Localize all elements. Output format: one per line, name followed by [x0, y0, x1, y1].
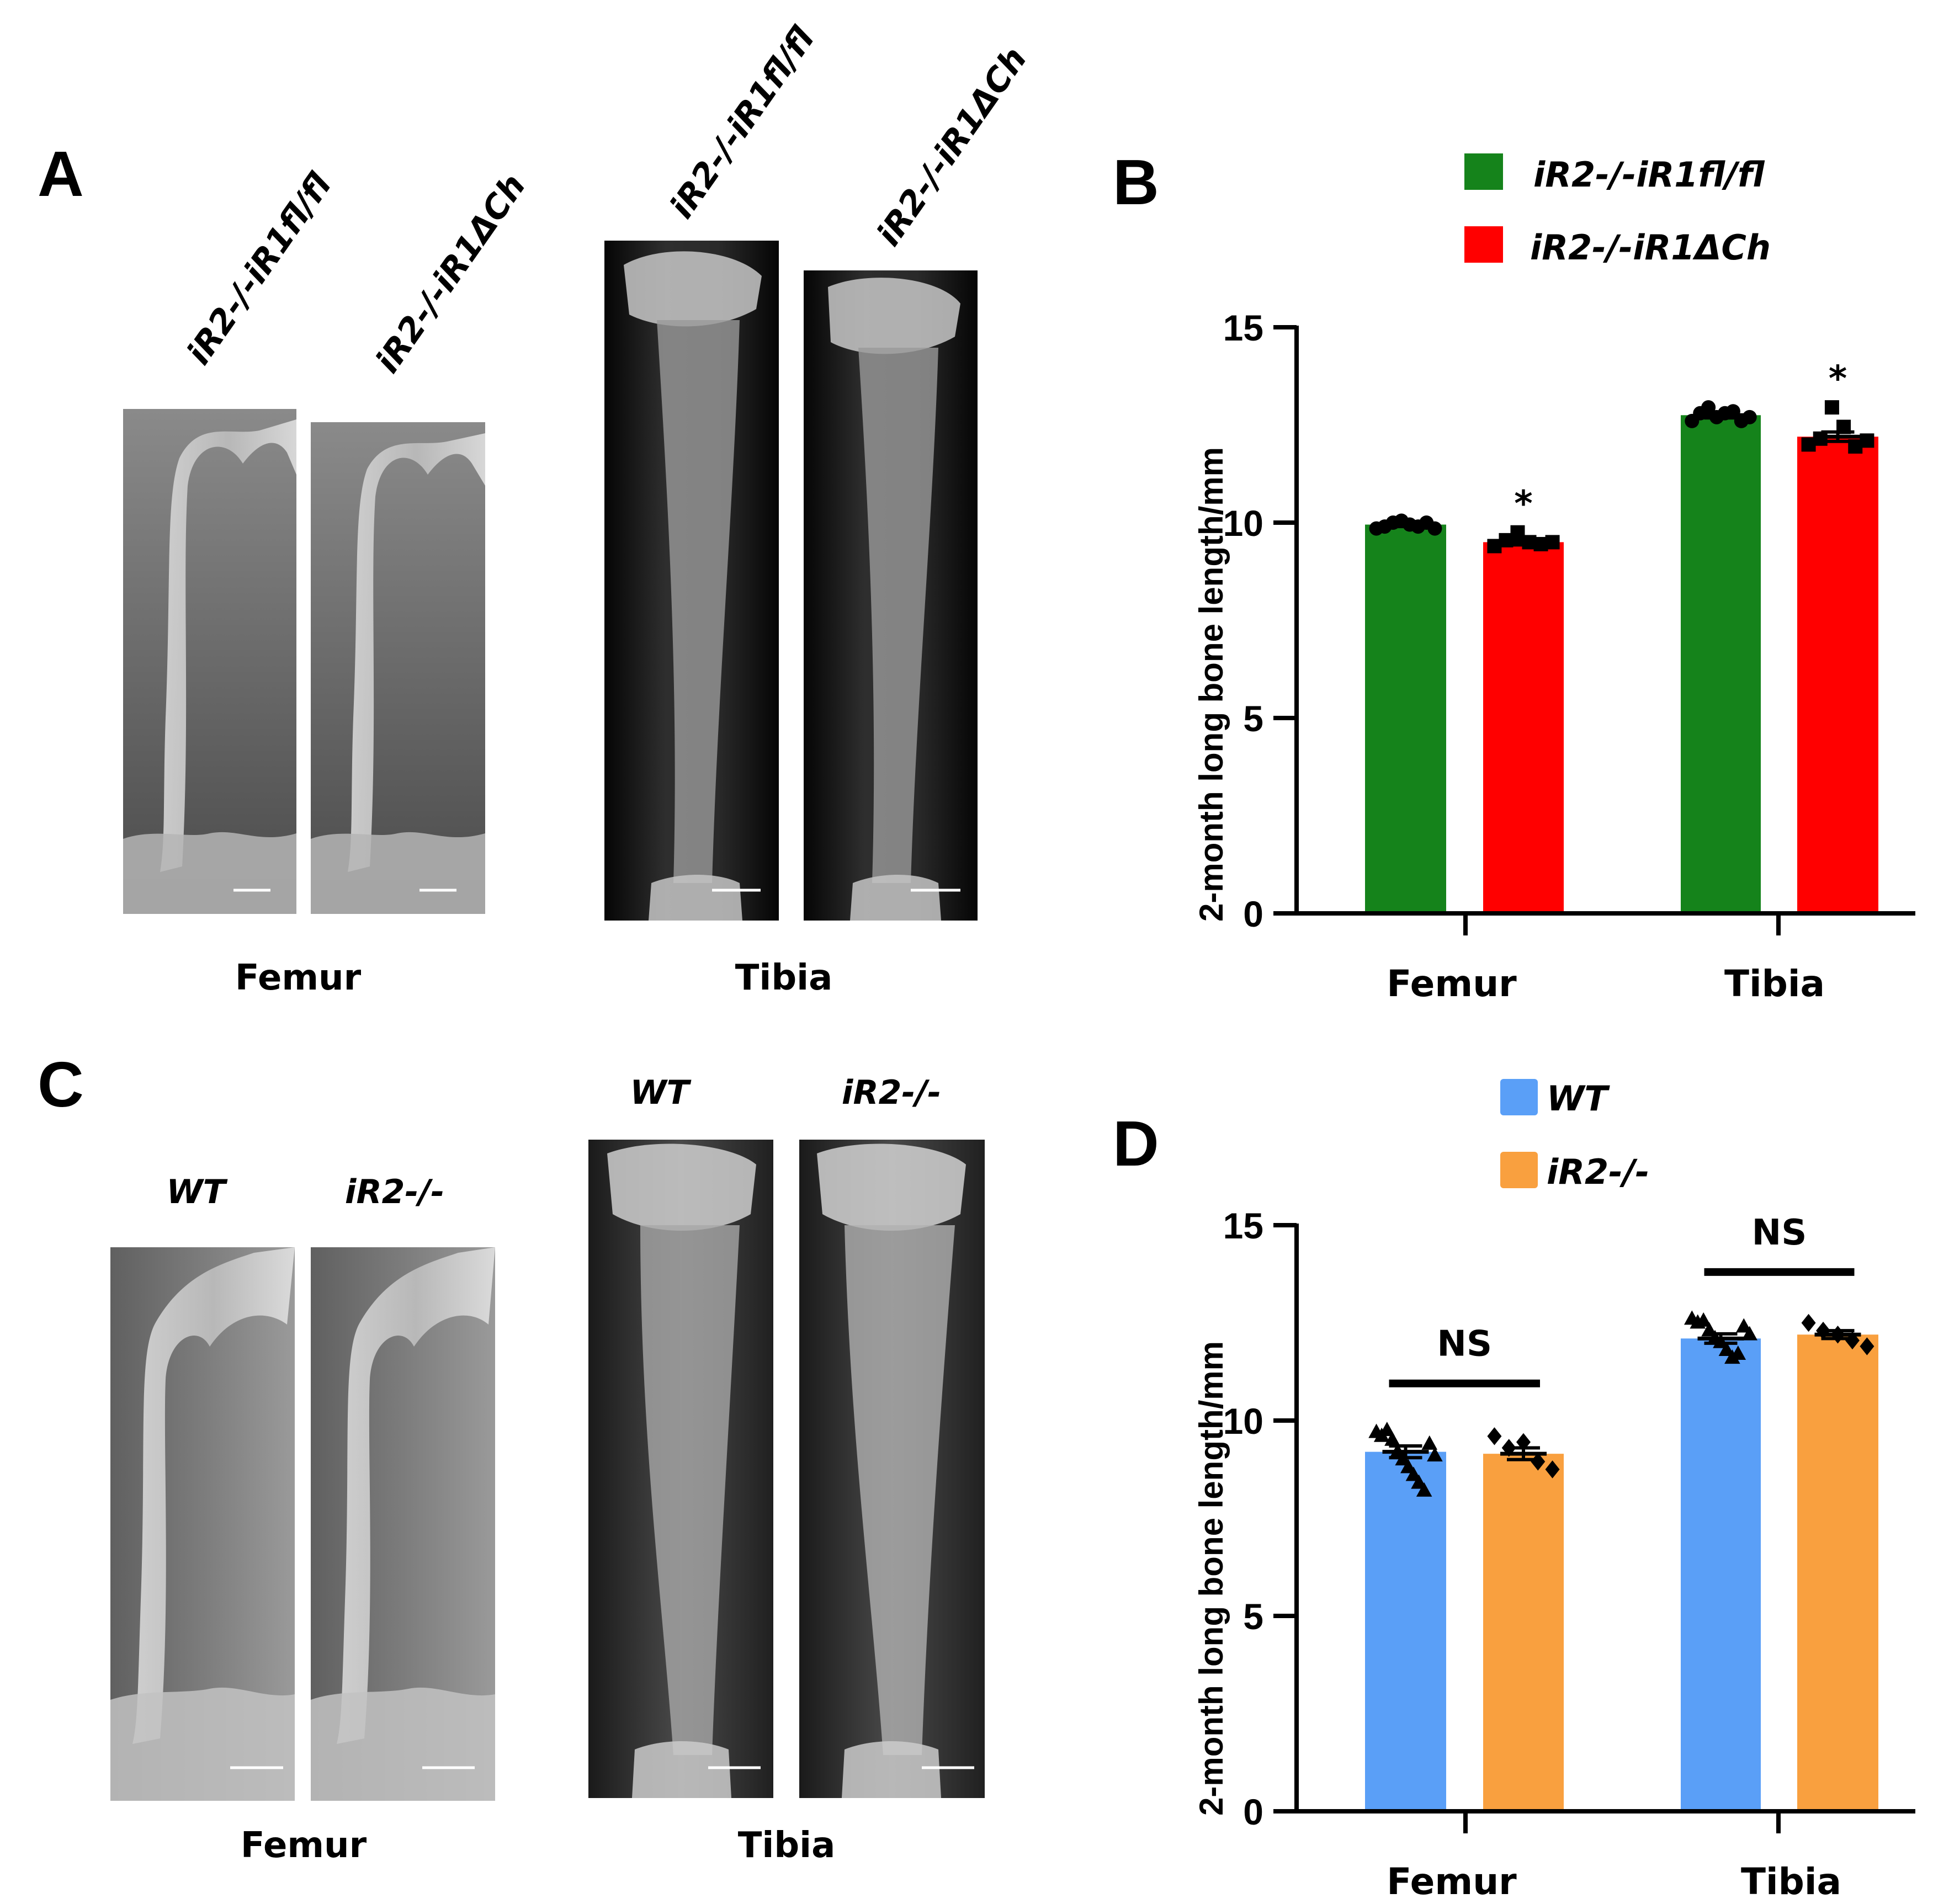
- data-point: [1695, 1312, 1712, 1327]
- genotype-label: iR2-/-iR1fl/fl: [662, 20, 822, 226]
- significance-label: NS: [1752, 1212, 1807, 1253]
- data-point: [1742, 409, 1757, 424]
- bone-label-tibia: Tibia: [735, 958, 833, 998]
- bar: [1681, 415, 1761, 913]
- xray-femur-image: [311, 422, 485, 914]
- y-tick-label: 0: [1243, 894, 1263, 934]
- chart-legend: iR2-/-iR1fl/fl iR2-/-iR1ΔCh: [1464, 153, 1771, 268]
- data-point: [1860, 433, 1874, 448]
- legend-swatch: [1464, 153, 1503, 190]
- y-tick-label: 15: [1223, 1205, 1263, 1246]
- panel-label-c: C: [38, 1049, 84, 1120]
- genotype-label: iR2-/-iR1ΔCh: [368, 167, 533, 380]
- legend-swatch: [1500, 1079, 1538, 1115]
- legend-label: iR2-/-iR1fl/fl: [1533, 155, 1765, 195]
- x-tick-label: Femur: [1387, 1860, 1517, 1903]
- data-point: [1427, 521, 1442, 536]
- bar: [1681, 1338, 1761, 1811]
- significance-star: *: [1514, 484, 1532, 525]
- panel-label-b: B: [1113, 146, 1159, 218]
- bar: [1797, 1334, 1878, 1811]
- xray-femur-image: [123, 409, 296, 914]
- data-point: [1735, 1318, 1752, 1333]
- bar-chart-d: WT iR2-/- 2-month long bone length/mm 0 5…: [1193, 1078, 1915, 1903]
- legend-swatch: [1500, 1152, 1538, 1188]
- genotype-label: WT: [630, 1073, 691, 1112]
- data-point: [1421, 1435, 1438, 1450]
- y-tick-label: 0: [1243, 1791, 1263, 1832]
- data-point: [1487, 1427, 1502, 1445]
- bar-chart-b: iR2-/-iR1fl/fl iR2-/-iR1ΔCh 2-month long…: [1193, 153, 1915, 1005]
- genotype-label: iR2-/-: [842, 1073, 941, 1112]
- significance-label: NS: [1437, 1324, 1492, 1365]
- data-point: [1824, 400, 1839, 415]
- y-axis-label: 2-month long bone length/mm: [1193, 447, 1230, 922]
- data-point: [1730, 1345, 1746, 1360]
- genotype-label: iR2-/-iR1fl/fl: [179, 166, 339, 372]
- data-point: [1801, 1313, 1816, 1332]
- genotype-label: iR2-/-: [345, 1173, 444, 1211]
- panel-label-d: D: [1113, 1108, 1159, 1179]
- panel-a: iR2-/-iR1fl/fl iR2-/-iR1ΔCh iR2-/-iR1fl/…: [123, 20, 1034, 998]
- bar: [1365, 524, 1446, 913]
- legend-label: WT: [1547, 1078, 1610, 1119]
- legend-label: iR2-/-: [1547, 1152, 1649, 1192]
- data-point: [1741, 1326, 1757, 1341]
- x-tick-label: Tibia: [1741, 1860, 1841, 1903]
- significance-star: *: [1829, 359, 1847, 400]
- data-point: [1545, 1460, 1560, 1478]
- xray-tibia-image: [804, 270, 978, 921]
- chart-legend: WT iR2-/-: [1500, 1078, 1649, 1192]
- data-point: [1545, 535, 1560, 550]
- xray-femur-image: [311, 1247, 495, 1801]
- data-point: [1531, 1453, 1546, 1471]
- data-point: [1813, 431, 1828, 446]
- bar: [1483, 542, 1564, 913]
- y-tick-label: 5: [1243, 1596, 1263, 1637]
- data-point: [1384, 1431, 1400, 1446]
- legend-label: iR2-/-iR1ΔCh: [1530, 227, 1771, 268]
- y-tick-label: 10: [1223, 503, 1263, 544]
- y-tick-label: 5: [1243, 698, 1263, 739]
- data-point: [1718, 1341, 1735, 1356]
- data-point: [1379, 1422, 1395, 1437]
- xray-tibia-image: [799, 1140, 985, 1798]
- bar: [1797, 437, 1878, 913]
- bar: [1483, 1454, 1564, 1811]
- bone-label-femur: Femur: [235, 958, 362, 998]
- xray-femur-image: [110, 1247, 295, 1801]
- genotype-label: iR2-/-iR1ΔCh: [869, 40, 1034, 253]
- bone-label-tibia: Tibia: [738, 1825, 836, 1866]
- xray-tibia-image: [604, 241, 779, 921]
- bone-label-femur: Femur: [241, 1825, 367, 1866]
- y-axis-label: 2-month long bone length/mm: [1193, 1341, 1230, 1816]
- legend-swatch: [1464, 226, 1503, 263]
- panel-label-a: A: [38, 138, 84, 210]
- bar: [1365, 1451, 1446, 1811]
- xray-tibia-image: [588, 1140, 773, 1798]
- y-tick-label: 15: [1223, 307, 1263, 348]
- y-tick-label: 10: [1223, 1401, 1263, 1442]
- panel-c: WT iR2-/- WT iR2-/-: [110, 1073, 985, 1866]
- genotype-label: WT: [166, 1173, 227, 1211]
- data-point: [1860, 1337, 1874, 1355]
- x-tick-label: Femur: [1387, 962, 1517, 1005]
- data-point: [1427, 1447, 1443, 1462]
- data-point: [1416, 1482, 1432, 1497]
- x-tick-label: Tibia: [1724, 962, 1825, 1005]
